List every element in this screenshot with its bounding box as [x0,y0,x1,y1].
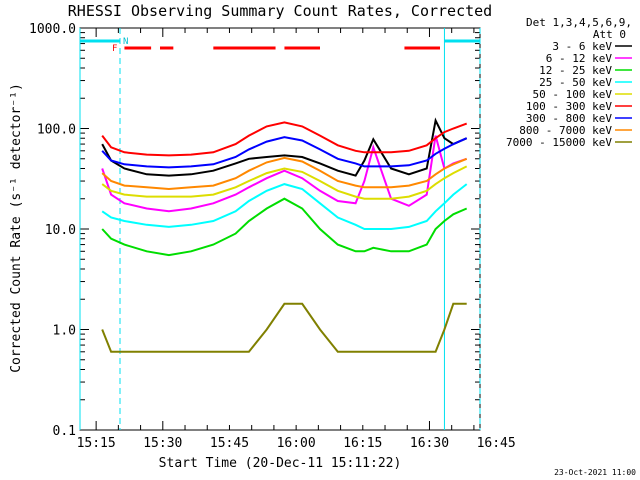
x-tick-label: 16:30 [410,436,449,451]
legend-entry-label: 300 - 800 keV [526,112,612,125]
series-line [101,183,468,230]
x-axis-label: Start Time (20-Dec-11 15:11:22) [159,456,402,471]
legend-entry-label: 12 - 25 keV [539,64,612,77]
legend-entry-label: 25 - 50 keV [539,76,612,89]
series-line [101,135,468,213]
legend-entry-label: 100 - 300 keV [526,100,612,113]
legend-entry-label: 7000 - 15000 keV [506,136,612,149]
legend-entry-label: 6 - 12 keV [546,52,613,65]
series-line [101,156,468,191]
y-tick-label: 1.0 [53,324,76,339]
plot-frame [79,27,481,431]
x-tick-label: 15:30 [143,436,182,451]
footer-date: 23-Oct-2021 11:00 [554,468,636,477]
series-line [101,165,468,200]
x-tick-label: 15:15 [77,436,116,451]
y-tick-label: 0.1 [53,424,76,439]
series-line [101,121,468,157]
x-tick-label: 15:45 [210,436,249,451]
plot-area: 0.1 1.0 10.0 100.0 1000.0 15:15 15:30 15:45 16:0… [29,22,516,451]
series-line [101,136,468,169]
x-tick-label: 16:45 [477,436,516,451]
series-line [101,302,467,353]
series-line [101,197,468,257]
legend-entry-label: 800 - 7000 keV [519,124,612,137]
y-tick-label: 100.0 [37,123,76,138]
legend-entry-label: 3 - 6 keV [552,40,612,53]
flare-flag-label: F [112,44,117,54]
x-tick-label: 16:15 [343,436,382,451]
night-flag-label: N [123,37,128,47]
y-axis-label: Corrected Count Rate (s⁻¹ detector⁻¹) [9,83,24,373]
legend-entry-label: 50 - 100 keV [533,88,613,101]
legend-header-attenuator: Att 0 [593,28,626,41]
y-tick-label: 1000.0 [29,22,76,37]
chart-title: RHESSI Observing Summary Count Rates, Co… [68,2,492,20]
legend-header-detectors: Det 1,3,4,5,6,9, [526,16,632,29]
y-tick-label: 10.0 [45,223,76,238]
x-tick-label: 16:00 [277,436,316,451]
